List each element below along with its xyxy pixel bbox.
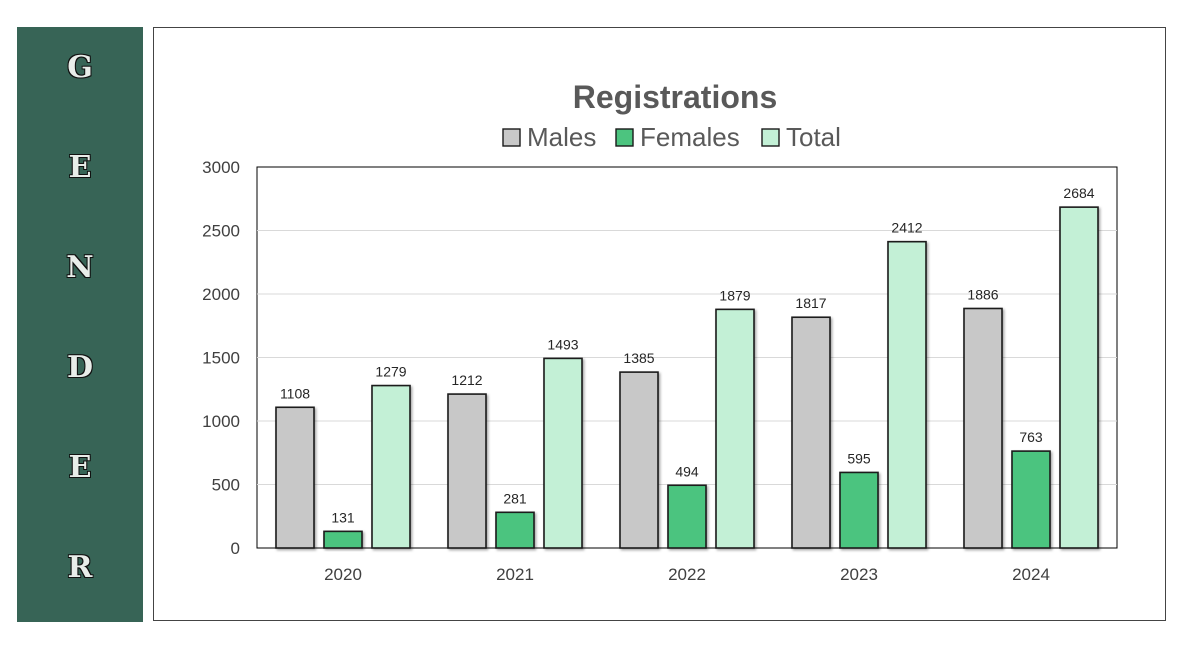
sidebar-letter: G (67, 50, 93, 85)
sidebar-letter: D (66, 350, 93, 385)
legend-label-males: Males (527, 122, 596, 152)
data-label: 1817 (795, 295, 826, 311)
bars (275, 206, 1099, 549)
data-label: 1212 (451, 372, 482, 388)
x-tick-label: 2023 (840, 565, 878, 584)
x-tick-label: 2024 (1012, 565, 1050, 584)
bar-total (887, 240, 927, 549)
bar-females (1011, 450, 1051, 549)
data-label: 595 (847, 450, 871, 466)
y-tick-label: 3000 (202, 158, 240, 177)
bar-females (667, 484, 707, 549)
bar-males (275, 406, 315, 549)
bar-total (715, 308, 755, 549)
x-tick-label: 2020 (324, 565, 362, 584)
bar-males (619, 371, 659, 549)
y-axis: 0 500 1000 1500 2000 2500 3000 (202, 158, 240, 558)
bar-females (495, 511, 535, 549)
data-label: 1279 (375, 364, 406, 380)
gender-sidebar: G E N D E R (17, 27, 143, 622)
bar-males (791, 316, 831, 549)
legend-swatch-males (502, 128, 521, 147)
registrations-chart: Registrations Males Females Total 0 500 1000… (202, 79, 1118, 584)
y-tick-label: 2000 (202, 285, 240, 304)
data-label: 2412 (891, 220, 922, 236)
bar-total (1059, 206, 1099, 549)
data-label: 131 (331, 509, 355, 525)
bar-females (323, 530, 363, 549)
legend-label-females: Females (640, 122, 740, 152)
chart-frame: Registrations Males Females Total 0 500 1000… (153, 27, 1166, 621)
y-tick-label: 1000 (202, 412, 240, 431)
sidebar-letter: E (68, 450, 92, 485)
sidebar-letter: R (67, 550, 93, 585)
chart-title: Registrations (573, 79, 777, 115)
data-label: 1108 (280, 385, 310, 401)
x-tick-label: 2022 (668, 565, 706, 584)
x-axis: 2020 2021 2022 2023 2024 (324, 565, 1050, 584)
legend-swatch-females (615, 128, 634, 147)
data-label: 2684 (1063, 185, 1094, 201)
x-tick-label: 2021 (496, 565, 534, 584)
y-tick-label: 500 (212, 476, 240, 495)
sidebar-letter: E (68, 150, 92, 185)
bar-total (543, 357, 583, 549)
data-label: 763 (1019, 429, 1043, 445)
bar-females (839, 471, 879, 549)
chart-legend: Males Females Total (502, 122, 841, 152)
data-label: 1886 (967, 286, 998, 302)
legend-label-total: Total (786, 122, 841, 152)
data-label: 1385 (623, 350, 654, 366)
bar-total (371, 384, 411, 549)
data-label: 1493 (547, 336, 578, 352)
data-label: 1879 (719, 287, 750, 303)
y-tick-label: 0 (231, 539, 240, 558)
bar-males (963, 307, 1003, 549)
y-tick-label: 1500 (202, 349, 240, 368)
data-label: 281 (503, 490, 527, 506)
data-labels: 1108 131 1279 1212 281 1493 1385 494 1879 1817 595… (280, 185, 1095, 525)
bar-males (447, 393, 487, 549)
data-label: 494 (675, 463, 699, 479)
y-tick-label: 2500 (202, 222, 240, 241)
sidebar-letter: N (66, 250, 94, 285)
legend-swatch-total (761, 128, 780, 147)
